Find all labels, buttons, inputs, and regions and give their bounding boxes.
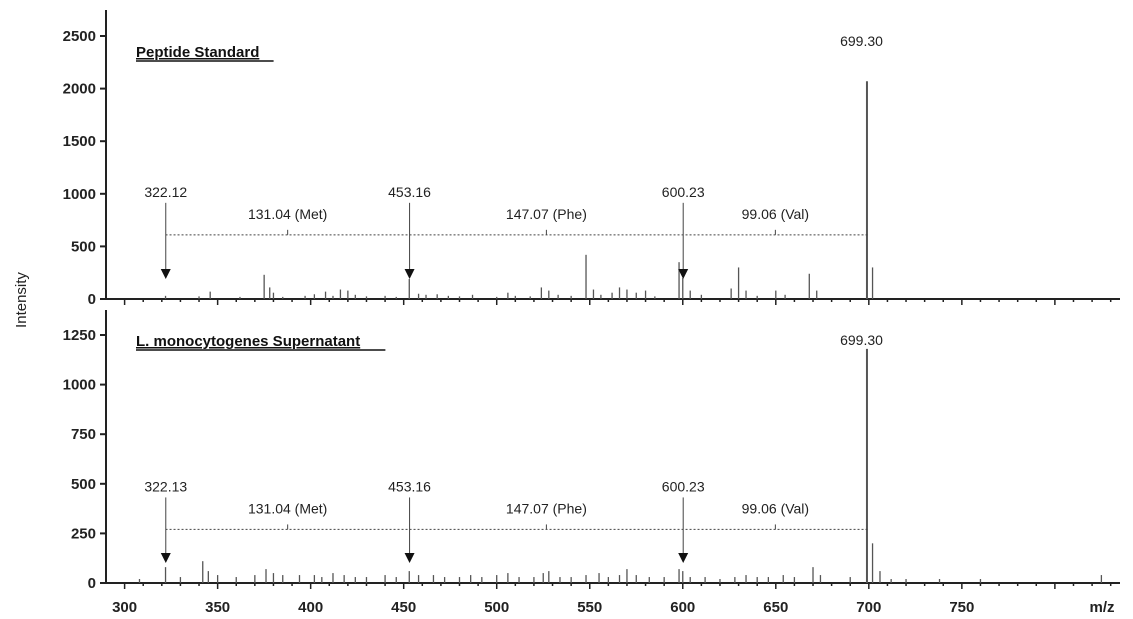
fragment-arrow-head bbox=[160, 269, 171, 279]
fragment-label: 322.12 bbox=[144, 184, 187, 200]
x-axis-ticks: 300 350 400 450 500 550 600 650 700 750 bbox=[112, 599, 974, 616]
y-tick-label: 0 bbox=[88, 575, 96, 592]
x-axis-label: m/z bbox=[1089, 599, 1114, 616]
y-tick-label: 1000 bbox=[63, 377, 96, 394]
x-tick-label: 500 bbox=[484, 599, 509, 616]
y-tick-label: 2000 bbox=[63, 81, 96, 98]
peptide-standard-panel: 0 500 1000 1500 2000 2500 Peptide Standard 699.… bbox=[63, 10, 1120, 308]
y-tick-label: 750 bbox=[71, 426, 96, 443]
fragment-arrow-head bbox=[160, 553, 171, 563]
peak-label-699: 699.30 bbox=[840, 332, 883, 348]
fragment-label: 453.16 bbox=[388, 184, 431, 200]
x-tick-label: 600 bbox=[670, 599, 695, 616]
fragment-label: 600.23 bbox=[662, 184, 705, 200]
y-tick-label: 500 bbox=[71, 238, 96, 255]
l-monocytogenes-panel: 0 250 500 750 1000 1250 L. monocytogenes Super… bbox=[63, 310, 1120, 592]
peak-label-699: 699.30 bbox=[840, 33, 883, 49]
y-tick-label: 1500 bbox=[63, 133, 96, 150]
y-tick-label: 1250 bbox=[63, 327, 96, 344]
mass-loss-label: 131.04 (Met) bbox=[248, 500, 327, 516]
fragment-label: 453.16 bbox=[388, 478, 431, 494]
mass-loss-label: 131.04 (Met) bbox=[248, 206, 327, 222]
x-tick-label: 550 bbox=[577, 599, 602, 616]
x-tick-label: 350 bbox=[205, 599, 230, 616]
y-tick-label: 2500 bbox=[63, 28, 96, 45]
fragment-arrow-head bbox=[678, 269, 689, 279]
y-tick-label: 1000 bbox=[63, 186, 96, 203]
x-tick-label: 300 bbox=[112, 599, 137, 616]
mass-loss-label: 147.07 (Phe) bbox=[506, 500, 587, 516]
fragment-arrow-head bbox=[404, 269, 415, 279]
panel-title: L. monocytogenes Supernatant bbox=[136, 333, 360, 350]
x-tick-label: 750 bbox=[949, 599, 974, 616]
x-tick-label: 700 bbox=[856, 599, 881, 616]
x-tick-label: 450 bbox=[391, 599, 416, 616]
fragment-arrow-head bbox=[678, 553, 689, 563]
panel-title: Peptide Standard bbox=[136, 44, 259, 61]
x-tick-label: 650 bbox=[763, 599, 788, 616]
mass-loss-label: 147.07 (Phe) bbox=[506, 206, 587, 222]
y-axis-label: Intensity bbox=[13, 272, 30, 328]
mass-loss-label: 99.06 (Val) bbox=[742, 500, 809, 516]
y-tick-label: 500 bbox=[71, 476, 96, 493]
fragment-arrow-head bbox=[404, 553, 415, 563]
mass-loss-label: 99.06 (Val) bbox=[742, 206, 809, 222]
fragment-label: 322.13 bbox=[144, 478, 187, 494]
fragment-label: 600.23 bbox=[662, 478, 705, 494]
y-tick-label: 0 bbox=[88, 291, 96, 308]
y-tick-label: 250 bbox=[71, 525, 96, 542]
x-tick-label: 400 bbox=[298, 599, 323, 616]
